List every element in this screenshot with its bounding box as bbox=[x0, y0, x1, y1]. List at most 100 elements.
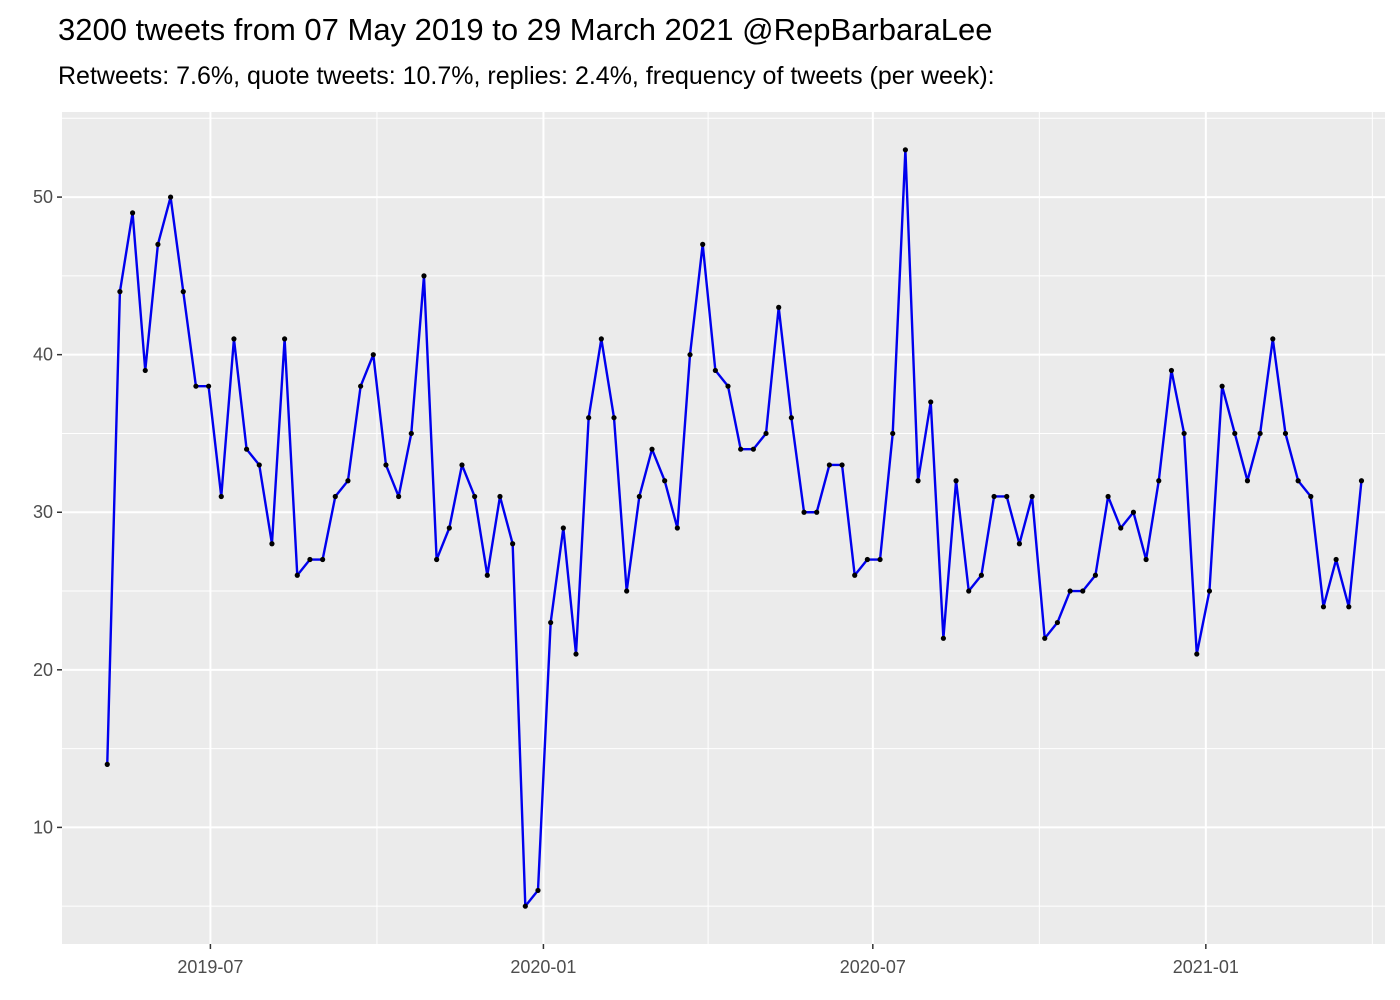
data-point bbox=[814, 509, 820, 515]
data-point bbox=[1130, 509, 1137, 515]
data-point bbox=[928, 399, 934, 405]
data-point bbox=[244, 446, 250, 452]
data-point bbox=[852, 572, 858, 578]
data-point bbox=[1181, 430, 1187, 437]
data-point bbox=[611, 415, 617, 421]
data-point bbox=[1067, 588, 1073, 594]
data-point bbox=[560, 525, 566, 531]
data-point bbox=[484, 572, 490, 578]
data-point bbox=[522, 903, 528, 909]
data-point bbox=[497, 493, 503, 500]
data-point bbox=[421, 273, 427, 279]
data-point bbox=[687, 352, 693, 358]
data-point bbox=[510, 541, 516, 547]
data-point bbox=[548, 619, 554, 626]
data-point bbox=[953, 478, 959, 484]
data-point bbox=[358, 383, 364, 389]
data-point bbox=[662, 478, 668, 484]
data-point bbox=[1080, 588, 1086, 594]
data-point bbox=[839, 462, 845, 468]
data-point bbox=[940, 635, 947, 641]
data-point bbox=[396, 493, 402, 500]
chart-title: 3200 tweets from 07 May 2019 to 29 March… bbox=[58, 12, 993, 47]
data-point bbox=[738, 446, 744, 452]
y-tick-label: 50 bbox=[33, 187, 53, 207]
data-point bbox=[1358, 478, 1365, 484]
data-point bbox=[1105, 493, 1111, 500]
data-point bbox=[535, 887, 541, 894]
y-tick-label: 30 bbox=[33, 502, 53, 522]
data-point bbox=[1333, 556, 1339, 563]
data-point bbox=[700, 241, 706, 247]
data-point bbox=[269, 541, 275, 547]
data-point bbox=[1244, 478, 1251, 484]
data-point bbox=[434, 556, 440, 563]
data-point bbox=[142, 367, 148, 374]
data-point bbox=[801, 509, 807, 515]
data-point bbox=[674, 525, 680, 531]
data-point bbox=[231, 336, 237, 342]
chart-subtitle: Retweets: 7.6%, quote tweets: 10.7%, rep… bbox=[58, 62, 995, 90]
data-point bbox=[1092, 572, 1099, 578]
data-point bbox=[890, 430, 896, 437]
data-point bbox=[1219, 383, 1225, 389]
data-point bbox=[282, 336, 288, 342]
data-point bbox=[104, 761, 110, 767]
data-point bbox=[915, 478, 921, 484]
data-point bbox=[826, 462, 832, 468]
data-point bbox=[1206, 588, 1213, 594]
major-gridlines bbox=[62, 112, 1385, 944]
data-point bbox=[636, 493, 642, 500]
data-point bbox=[1320, 604, 1327, 610]
plot-panel bbox=[62, 112, 1385, 944]
data-point bbox=[788, 415, 794, 421]
data-point bbox=[408, 430, 414, 437]
data-point bbox=[1295, 478, 1301, 484]
y-tick-label: 20 bbox=[33, 660, 53, 680]
data-point bbox=[1194, 651, 1200, 657]
data-point bbox=[167, 194, 174, 200]
data-point bbox=[776, 304, 782, 310]
data-point bbox=[1156, 478, 1162, 484]
y-tick-label: 40 bbox=[33, 345, 53, 365]
x-axis: 2019-07 2020-01 2020-07 2021-01 bbox=[177, 944, 1239, 977]
data-point bbox=[320, 556, 326, 563]
data-point bbox=[598, 336, 604, 342]
data-point bbox=[1282, 430, 1289, 437]
series-points-group bbox=[104, 147, 1365, 909]
data-point bbox=[902, 147, 908, 153]
data-point bbox=[472, 493, 478, 500]
x-tick-label: 2020-01 bbox=[510, 957, 576, 977]
data-point bbox=[446, 525, 452, 531]
data-point bbox=[307, 556, 313, 563]
data-point bbox=[294, 572, 300, 578]
data-point bbox=[1143, 556, 1149, 563]
data-point bbox=[1042, 635, 1048, 641]
data-point bbox=[1270, 336, 1276, 342]
data-point bbox=[193, 383, 199, 389]
data-point bbox=[864, 556, 870, 563]
series-line-group bbox=[106, 148, 1363, 908]
data-point bbox=[1308, 493, 1314, 500]
y-tick-label: 10 bbox=[33, 817, 53, 837]
data-point bbox=[256, 462, 262, 468]
data-point bbox=[332, 493, 338, 500]
data-point bbox=[750, 446, 756, 452]
data-point bbox=[1257, 430, 1263, 437]
x-tick-label: 2020-07 bbox=[840, 957, 906, 977]
data-point bbox=[218, 493, 224, 500]
data-point bbox=[649, 446, 655, 452]
series-line bbox=[106, 148, 1363, 908]
data-point bbox=[1118, 525, 1124, 531]
data-point bbox=[345, 478, 351, 484]
data-point bbox=[725, 383, 731, 389]
data-point bbox=[624, 588, 630, 594]
data-point bbox=[763, 430, 769, 437]
data-point bbox=[180, 289, 186, 295]
x-tick-label: 2021-01 bbox=[1173, 957, 1239, 977]
data-point bbox=[1054, 619, 1061, 626]
data-point bbox=[129, 210, 136, 216]
data-point bbox=[966, 588, 972, 594]
data-point bbox=[459, 462, 465, 468]
